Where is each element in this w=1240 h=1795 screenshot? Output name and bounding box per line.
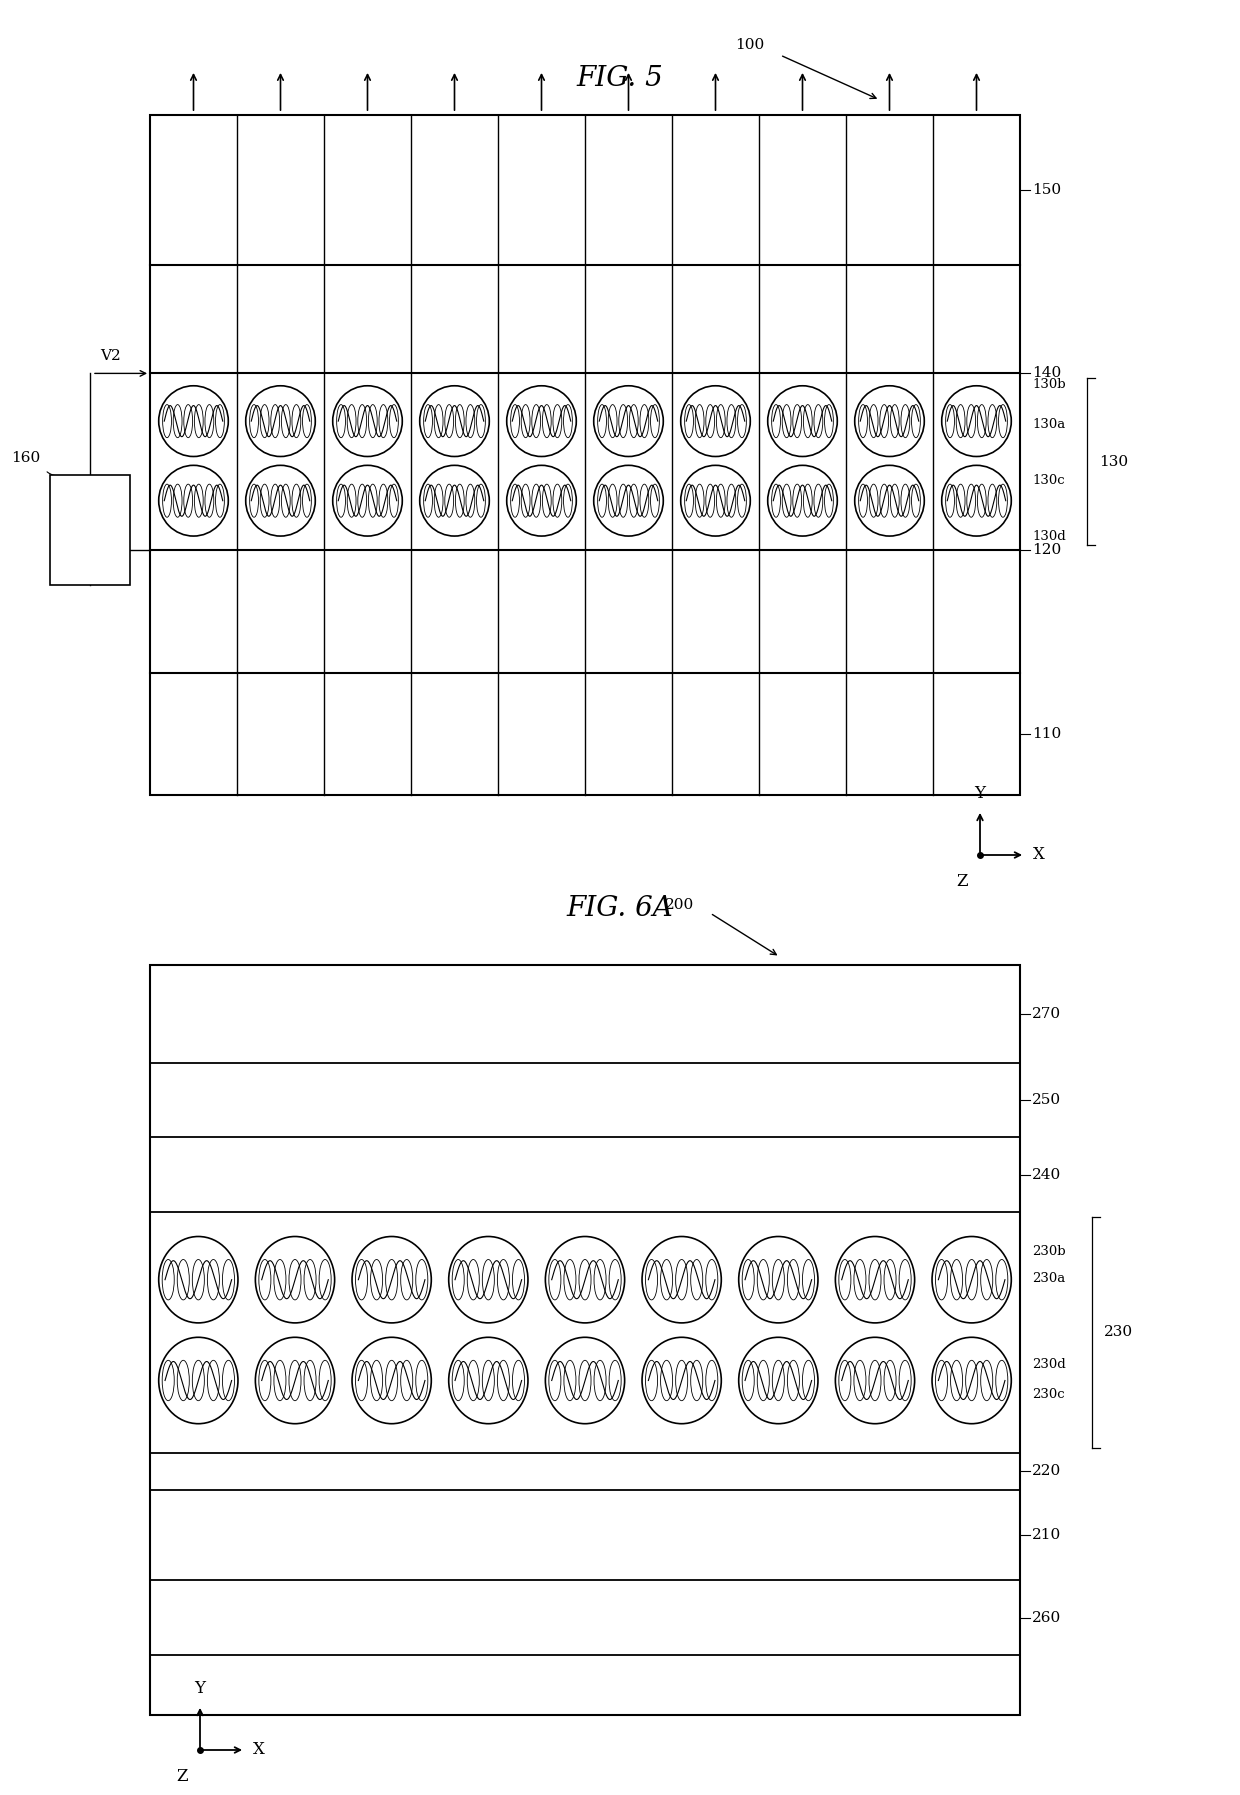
Text: 250: 250 bbox=[1032, 1093, 1061, 1108]
Text: Z: Z bbox=[956, 872, 968, 890]
Text: Z: Z bbox=[176, 1768, 188, 1784]
Text: 130a: 130a bbox=[1032, 418, 1065, 431]
Ellipse shape bbox=[681, 465, 750, 537]
Text: 210: 210 bbox=[1032, 1528, 1061, 1542]
Text: 110: 110 bbox=[1032, 727, 1061, 741]
Ellipse shape bbox=[739, 1337, 818, 1423]
Ellipse shape bbox=[836, 1337, 915, 1423]
Ellipse shape bbox=[449, 1237, 528, 1323]
Ellipse shape bbox=[332, 386, 402, 456]
Text: 230: 230 bbox=[1104, 1325, 1133, 1339]
Text: 130d: 130d bbox=[1032, 530, 1065, 544]
Text: 270: 270 bbox=[1032, 1007, 1061, 1021]
Text: 160: 160 bbox=[11, 451, 40, 465]
Text: 140: 140 bbox=[1032, 366, 1061, 381]
Ellipse shape bbox=[594, 386, 663, 456]
Text: 150: 150 bbox=[1032, 183, 1061, 197]
Ellipse shape bbox=[642, 1337, 722, 1423]
Ellipse shape bbox=[246, 386, 315, 456]
Text: 200: 200 bbox=[666, 898, 694, 912]
Ellipse shape bbox=[159, 386, 228, 456]
Ellipse shape bbox=[159, 1337, 238, 1423]
Text: 240: 240 bbox=[1032, 1169, 1061, 1181]
Ellipse shape bbox=[159, 1237, 238, 1323]
Text: Y: Y bbox=[975, 784, 986, 802]
Text: 230b: 230b bbox=[1032, 1244, 1065, 1258]
Ellipse shape bbox=[642, 1237, 722, 1323]
Ellipse shape bbox=[739, 1237, 818, 1323]
Text: V2: V2 bbox=[100, 350, 120, 363]
Text: 100: 100 bbox=[735, 38, 765, 52]
Ellipse shape bbox=[332, 465, 402, 537]
Bar bbox=[50, 476, 130, 585]
Ellipse shape bbox=[768, 386, 837, 456]
Ellipse shape bbox=[507, 386, 577, 456]
Ellipse shape bbox=[546, 1337, 625, 1423]
Ellipse shape bbox=[768, 465, 837, 537]
Text: V1: V1 bbox=[55, 569, 76, 582]
Ellipse shape bbox=[932, 1237, 1012, 1323]
Text: X: X bbox=[253, 1741, 265, 1759]
Text: 230d: 230d bbox=[1032, 1357, 1065, 1371]
Ellipse shape bbox=[941, 465, 1012, 537]
Ellipse shape bbox=[246, 465, 315, 537]
Ellipse shape bbox=[352, 1237, 432, 1323]
Ellipse shape bbox=[941, 386, 1012, 456]
Text: 260: 260 bbox=[1032, 1610, 1061, 1624]
Ellipse shape bbox=[932, 1337, 1012, 1423]
Ellipse shape bbox=[546, 1237, 625, 1323]
Text: 220: 220 bbox=[1032, 1465, 1061, 1479]
Text: 230c: 230c bbox=[1032, 1388, 1065, 1400]
Text: FIG. 5: FIG. 5 bbox=[577, 65, 663, 92]
Text: 130c: 130c bbox=[1032, 474, 1065, 486]
Ellipse shape bbox=[159, 465, 228, 537]
Ellipse shape bbox=[419, 386, 490, 456]
Text: 130b: 130b bbox=[1032, 379, 1065, 391]
Ellipse shape bbox=[681, 386, 750, 456]
Ellipse shape bbox=[507, 465, 577, 537]
Text: FIG. 6A: FIG. 6A bbox=[567, 896, 673, 923]
Bar bbox=[150, 115, 1021, 795]
Bar bbox=[150, 966, 1021, 1714]
Ellipse shape bbox=[352, 1337, 432, 1423]
Ellipse shape bbox=[854, 386, 924, 456]
Ellipse shape bbox=[594, 465, 663, 537]
Text: Y: Y bbox=[195, 1680, 206, 1696]
Text: 230a: 230a bbox=[1032, 1271, 1065, 1285]
Ellipse shape bbox=[255, 1237, 335, 1323]
Ellipse shape bbox=[255, 1337, 335, 1423]
Ellipse shape bbox=[419, 465, 490, 537]
Ellipse shape bbox=[449, 1337, 528, 1423]
Text: 130: 130 bbox=[1099, 454, 1128, 468]
Ellipse shape bbox=[836, 1237, 915, 1323]
Ellipse shape bbox=[854, 465, 924, 537]
Text: X: X bbox=[1033, 847, 1045, 863]
Text: 120: 120 bbox=[1032, 544, 1061, 556]
